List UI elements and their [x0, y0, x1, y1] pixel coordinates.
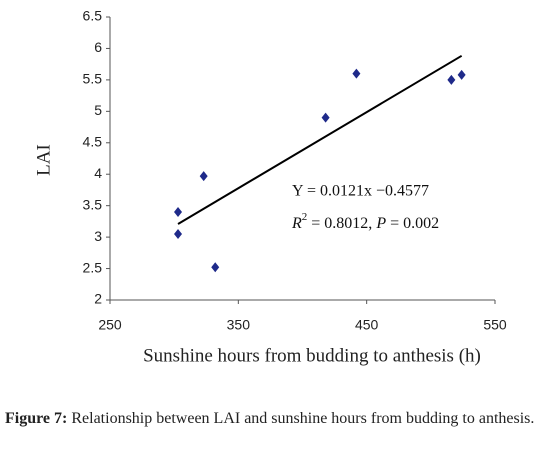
y-tick-label: 3	[94, 228, 102, 244]
r2-part: P	[375, 215, 386, 232]
point	[352, 68, 361, 79]
caption-text: Relationship between LAI and sunshine ho…	[71, 410, 535, 427]
y-tick-label: 4.5	[83, 133, 103, 149]
y-tick-label: 2	[94, 291, 102, 307]
point	[199, 171, 208, 182]
equation: Y = 0.0121x −0.4577	[292, 183, 429, 200]
chart: LAI Sunshine hours from budding to anthe…	[33, 8, 507, 367]
trend-line	[177, 54, 463, 225]
y-tick-label: 6	[94, 39, 102, 55]
caption: Figure 7: Relationship between LAI and s…	[5, 405, 535, 432]
x-tick-label: 450	[355, 317, 379, 333]
x-tick-label: 550	[483, 317, 507, 333]
point	[211, 262, 220, 273]
y-axis-label: LAI	[33, 144, 54, 176]
r2-part: = 0.8012,	[307, 215, 376, 232]
y-tick-label: 6.5	[83, 8, 103, 24]
y-tick-label: 2.5	[83, 259, 103, 275]
point	[321, 112, 330, 123]
r2-label: R2 = 0.8012, P = 0.002	[291, 211, 439, 232]
point	[457, 69, 466, 80]
r2-part: 2	[302, 211, 308, 223]
y-tick-label: 5	[94, 102, 102, 118]
r2-part: R	[291, 215, 302, 232]
y-tick-label: 3.5	[83, 196, 103, 212]
x-tick-label: 250	[98, 317, 122, 333]
x-axis-label: Sunshine hours from budding to anthesis …	[143, 345, 481, 366]
y-tick-label: 5.5	[83, 71, 103, 87]
r2-part: = 0.002	[386, 215, 439, 232]
x-tick-label: 350	[227, 317, 251, 333]
caption-label: Figure 7:	[5, 410, 68, 427]
point	[447, 74, 456, 85]
point	[174, 228, 183, 239]
point	[174, 206, 183, 217]
y-tick-label: 4	[94, 165, 102, 181]
